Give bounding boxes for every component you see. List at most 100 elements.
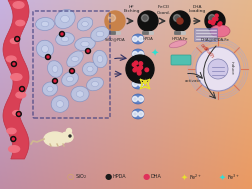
Circle shape — [61, 33, 63, 35]
Circle shape — [132, 67, 137, 71]
Ellipse shape — [132, 94, 143, 104]
Text: cell: cell — [199, 42, 208, 52]
Circle shape — [71, 70, 73, 72]
Circle shape — [125, 55, 153, 83]
Circle shape — [173, 15, 180, 22]
Ellipse shape — [71, 86, 89, 102]
PathPatch shape — [3, 0, 29, 159]
Circle shape — [12, 138, 14, 140]
Ellipse shape — [13, 2, 24, 8]
Text: HPDA: HPDA — [113, 174, 126, 180]
Circle shape — [207, 59, 227, 79]
Circle shape — [138, 51, 143, 57]
Circle shape — [13, 63, 15, 65]
Circle shape — [169, 11, 189, 31]
Circle shape — [11, 136, 16, 142]
Circle shape — [18, 113, 20, 115]
FancyBboxPatch shape — [109, 32, 115, 34]
Ellipse shape — [76, 91, 83, 97]
Circle shape — [208, 20, 211, 23]
Text: ✦: ✦ — [140, 79, 148, 89]
FancyBboxPatch shape — [142, 32, 148, 34]
Ellipse shape — [91, 81, 98, 87]
Circle shape — [108, 15, 115, 22]
Text: HF
Etching: HF Etching — [123, 5, 139, 13]
FancyBboxPatch shape — [174, 32, 184, 34]
Ellipse shape — [169, 40, 186, 48]
Ellipse shape — [82, 62, 97, 76]
Circle shape — [137, 67, 141, 70]
Ellipse shape — [41, 21, 49, 27]
Ellipse shape — [209, 25, 229, 37]
Circle shape — [134, 61, 137, 65]
Circle shape — [132, 112, 137, 116]
FancyBboxPatch shape — [170, 55, 190, 65]
Ellipse shape — [132, 49, 143, 59]
Ellipse shape — [87, 66, 93, 72]
Ellipse shape — [81, 22, 88, 26]
Text: DHA: DHA — [150, 174, 161, 180]
Circle shape — [134, 67, 137, 70]
Circle shape — [218, 19, 221, 22]
Circle shape — [141, 15, 148, 22]
Text: ●: ● — [104, 173, 111, 181]
Circle shape — [21, 88, 23, 90]
Circle shape — [138, 66, 142, 69]
Circle shape — [212, 21, 215, 24]
Text: ●: ● — [142, 173, 149, 181]
Ellipse shape — [16, 92, 26, 98]
FancyBboxPatch shape — [194, 29, 217, 42]
FancyBboxPatch shape — [174, 32, 179, 34]
FancyBboxPatch shape — [109, 32, 120, 34]
Circle shape — [45, 54, 50, 60]
Circle shape — [105, 11, 124, 31]
FancyBboxPatch shape — [142, 32, 153, 34]
Ellipse shape — [132, 34, 143, 44]
Ellipse shape — [74, 37, 95, 51]
Circle shape — [138, 97, 143, 101]
Ellipse shape — [44, 132, 66, 146]
Ellipse shape — [66, 129, 71, 133]
Circle shape — [213, 19, 216, 22]
Text: ○: ○ — [66, 173, 73, 181]
Circle shape — [132, 36, 137, 42]
Ellipse shape — [77, 17, 92, 31]
Circle shape — [195, 47, 239, 91]
Text: induce: induce — [229, 61, 233, 75]
Ellipse shape — [96, 31, 104, 37]
Circle shape — [138, 62, 142, 65]
Ellipse shape — [55, 33, 74, 46]
Ellipse shape — [51, 96, 69, 112]
Circle shape — [211, 19, 214, 22]
Circle shape — [215, 22, 218, 25]
Circle shape — [138, 36, 143, 42]
Ellipse shape — [56, 101, 63, 107]
Circle shape — [214, 20, 217, 23]
Ellipse shape — [47, 61, 62, 77]
Text: death: death — [201, 45, 214, 59]
Ellipse shape — [36, 40, 53, 58]
Text: activate: activate — [184, 79, 201, 83]
Circle shape — [137, 71, 140, 75]
Ellipse shape — [81, 41, 89, 47]
Text: SiO$_2$@PDA: SiO$_2$@PDA — [104, 37, 126, 44]
Circle shape — [137, 70, 140, 74]
Circle shape — [16, 112, 21, 116]
Ellipse shape — [90, 27, 109, 41]
Text: DHA
Loading: DHA Loading — [188, 5, 205, 13]
Ellipse shape — [6, 56, 16, 62]
Ellipse shape — [60, 15, 69, 22]
Ellipse shape — [41, 46, 48, 53]
Ellipse shape — [61, 132, 73, 142]
Text: SiO$_2$: SiO$_2$ — [75, 173, 87, 181]
Circle shape — [176, 18, 182, 24]
Text: DHA@HPDA-Fe: DHA@HPDA-Fe — [200, 37, 229, 41]
Text: ✦: ✦ — [218, 173, 225, 181]
Ellipse shape — [10, 39, 18, 43]
Ellipse shape — [42, 82, 57, 96]
Circle shape — [144, 68, 148, 72]
Circle shape — [132, 63, 135, 66]
Circle shape — [59, 32, 64, 36]
Circle shape — [16, 38, 18, 40]
Ellipse shape — [55, 9, 75, 29]
